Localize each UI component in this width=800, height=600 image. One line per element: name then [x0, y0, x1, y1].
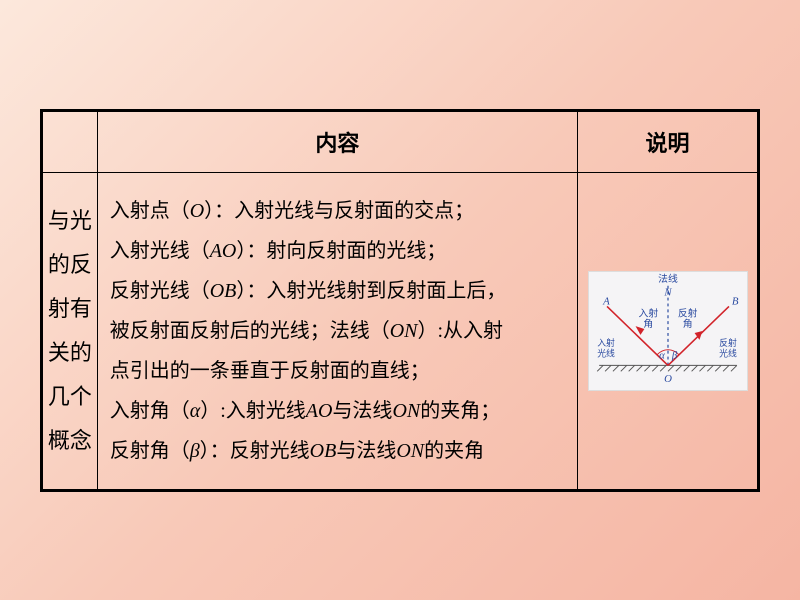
text: ）：反射光线 — [200, 440, 310, 462]
text: ）：入射光线与反射面的交点； — [204, 200, 474, 222]
text: 反射角（ — [110, 440, 190, 462]
label-inc-angle2: 角 — [643, 318, 653, 330]
label-ref-angle2: 角 — [682, 318, 692, 330]
label-ref-ray2: 光线 — [719, 347, 737, 358]
side-char: 关的 — [47, 331, 93, 375]
label-normal: 法线 — [658, 272, 678, 285]
side-char: 与光 — [47, 199, 93, 243]
text: ）：射向反射面的光线； — [236, 240, 446, 262]
symbol-OB: OB — [310, 440, 337, 462]
label-N: N — [663, 286, 672, 298]
label-O: O — [664, 373, 672, 385]
text: 点引出的一条垂直于反射面的直线； — [110, 360, 430, 382]
text: ）:从入射 — [418, 320, 504, 342]
surface-hatch — [597, 365, 737, 371]
diagram-cell: 法线 N A B O 入射 角 反射 角 入射 光线 反射 光线 α β — [578, 172, 758, 489]
symbol-O: O — [190, 200, 204, 222]
label-inc-ray2: 光线 — [597, 347, 615, 358]
side-char: 射有 — [47, 287, 93, 331]
text: 入射角（ — [110, 400, 190, 422]
symbol-ON: ON — [392, 400, 420, 422]
table-body-row: 与光 的反 射有 关的 几个 概念 入射点（O）：入射光线与反射面的交点； 入射… — [43, 172, 758, 489]
text: 与法线 — [332, 400, 392, 422]
text: 反射光线（ — [110, 280, 210, 302]
header-explain: 说明 — [578, 111, 758, 172]
symbol-beta: β — [190, 440, 200, 462]
text: ）:入射光线 — [200, 400, 306, 422]
label-inc-ray1: 入射 — [597, 336, 615, 347]
reflection-diagram: 法线 N A B O 入射 角 反射 角 入射 光线 反射 光线 α β — [588, 271, 748, 391]
label-B: B — [731, 295, 738, 307]
table-header-row: 内容 说明 — [43, 111, 758, 172]
side-char: 的反 — [47, 243, 93, 287]
label-A: A — [602, 295, 610, 307]
header-empty — [43, 111, 98, 172]
label-alpha: α — [659, 349, 665, 361]
symbol-AO: AO — [210, 240, 237, 262]
content-cell: 入射点（O）：入射光线与反射面的交点； 入射光线（AO）：射向反射面的光线； 反… — [97, 172, 577, 489]
concept-table: 内容 说明 与光 的反 射有 关的 几个 概念 入射点（O）：入射光线与反射面的… — [40, 109, 760, 492]
symbol-OB: OB — [210, 280, 237, 302]
text: 的夹角 — [424, 440, 484, 462]
header-content: 内容 — [97, 111, 577, 172]
text: 的夹角； — [420, 400, 500, 422]
text: 入射点（ — [110, 200, 190, 222]
text: 入射光线（ — [110, 240, 210, 262]
side-label-cell: 与光 的反 射有 关的 几个 概念 — [43, 172, 98, 489]
label-ref-angle1: 反射 — [677, 307, 697, 319]
side-char: 几个 — [47, 375, 93, 419]
text: 与法线 — [336, 440, 396, 462]
table: 内容 说明 与光 的反 射有 关的 几个 概念 入射点（O）：入射光线与反射面的… — [42, 111, 758, 490]
diagram-svg: 法线 N A B O 入射 角 反射 角 入射 光线 反射 光线 α β — [589, 272, 747, 390]
symbol-alpha: α — [190, 400, 201, 422]
text: ）：入射光线射到反射面上后， — [236, 280, 506, 302]
symbol-ON: ON — [396, 440, 424, 462]
symbol-ON: ON — [390, 320, 418, 342]
label-inc-angle1: 入射 — [638, 307, 658, 319]
side-char: 概念 — [47, 419, 93, 463]
label-ref-ray1: 反射 — [719, 336, 737, 347]
label-beta: β — [670, 349, 677, 361]
text: 被反射面反射后的光线；法线（ — [110, 320, 390, 342]
symbol-AO: AO — [306, 400, 333, 422]
